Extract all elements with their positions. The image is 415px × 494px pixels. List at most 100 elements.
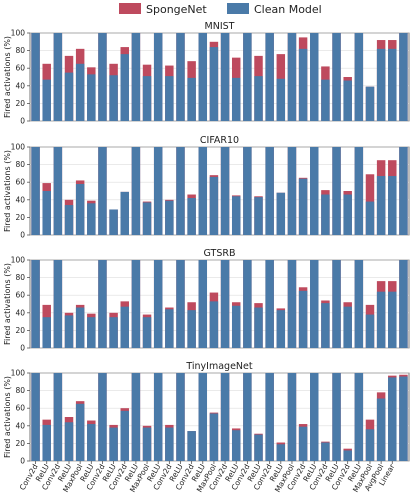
y-tick-label: 100 — [11, 29, 26, 38]
bar-clean-model — [321, 442, 330, 461]
legend-label-clean-model: Clean Model — [254, 3, 322, 16]
y-tick-label: 40 — [15, 421, 25, 430]
bar-clean-model — [265, 33, 274, 121]
bar-clean-model — [165, 200, 174, 235]
y-tick-label: 100 — [11, 143, 26, 152]
bar-clean-model — [31, 373, 40, 461]
y-tick-label: 20 — [15, 439, 25, 448]
bar-clean-model — [388, 377, 397, 461]
bar-clean-model — [87, 203, 96, 235]
bar-clean-model — [343, 450, 352, 461]
bar-clean-model — [187, 77, 196, 121]
bar-clean-model — [131, 147, 141, 235]
bar-clean-model — [198, 373, 208, 461]
bar-clean-model — [298, 426, 308, 461]
bar-clean-model — [31, 33, 40, 121]
plot-frame — [29, 259, 410, 349]
y-tick-label: 60 — [15, 404, 25, 413]
legend: SpongeNet Clean Model — [119, 3, 322, 16]
y-tick-label: 20 — [15, 326, 25, 335]
bar-clean-model — [332, 33, 341, 121]
bar-clean-model — [276, 444, 286, 461]
bar-clean-model — [343, 80, 352, 121]
y-tick-label: 40 — [15, 81, 25, 90]
bar-clean-model — [120, 410, 129, 461]
bar-clean-model — [53, 33, 63, 121]
y-tick-label: 60 — [15, 178, 25, 187]
bar-clean-model — [53, 260, 63, 348]
bar-clean-model — [64, 422, 74, 461]
y-tick-label: 0 — [20, 117, 25, 126]
bar-clean-model — [220, 373, 230, 461]
bar-clean-model — [187, 198, 196, 235]
bar-clean-model — [298, 290, 308, 348]
bar-clean-model — [109, 317, 118, 348]
bar-clean-model — [176, 33, 185, 121]
y-tick-label: 20 — [15, 99, 25, 108]
bar-clean-model — [176, 260, 185, 348]
bar-clean-model — [131, 373, 141, 461]
bar-clean-model — [276, 192, 286, 235]
chart-panel-cifar10: 0 20 40 60 80 100 CIFAR10 Fired activations (%) — [3, 135, 410, 240]
bar-clean-model — [165, 309, 174, 348]
y-tick-label: 60 — [15, 291, 25, 300]
bar-clean-model — [388, 291, 397, 348]
bar-clean-model — [243, 33, 252, 121]
panel-title: CIFAR10 — [200, 135, 239, 146]
bar-clean-model — [243, 260, 252, 348]
bar-clean-model — [354, 147, 364, 235]
bar-clean-model — [220, 260, 230, 348]
y-tick-label: 40 — [15, 195, 25, 204]
bar-clean-model — [120, 54, 129, 122]
bar-clean-model — [109, 209, 118, 235]
bar-clean-model — [231, 305, 241, 348]
bar-clean-model — [220, 147, 230, 235]
bar-clean-model — [131, 260, 141, 348]
bar-clean-model — [310, 260, 319, 348]
bar-clean-model — [198, 260, 208, 348]
panel-title: GTSRB — [204, 248, 236, 259]
bar-clean-model — [265, 373, 274, 461]
bar-clean-model — [276, 310, 286, 348]
bar-clean-model — [287, 33, 297, 121]
bar-clean-model — [254, 76, 263, 121]
y-tick-label: 80 — [15, 273, 25, 282]
bar-clean-model — [310, 147, 319, 235]
chart-panels: 0 20 40 60 80 100 MNIST Fired activations (%) 0 2… — [3, 21, 410, 494]
bar-clean-model — [98, 373, 107, 461]
bar-clean-model — [287, 147, 297, 235]
y-tick-label: 20 — [15, 213, 25, 222]
bar-clean-model — [198, 147, 208, 235]
bar-clean-model — [75, 183, 85, 235]
bar-clean-model — [165, 427, 174, 461]
bar-clean-model — [209, 176, 219, 235]
bar-clean-model — [388, 48, 397, 122]
y-tick-label: 0 — [20, 457, 25, 466]
bar-clean-model — [75, 403, 85, 461]
bar-clean-model — [376, 291, 386, 348]
chart-panel-mnist: 0 20 40 60 80 100 MNIST Fired activations (%) — [3, 21, 410, 126]
bar-clean-model — [265, 260, 274, 348]
bar-clean-model — [399, 376, 408, 461]
bar-clean-model — [42, 191, 51, 235]
bar-clean-model — [399, 260, 408, 348]
y-tick-label: 0 — [20, 344, 25, 353]
bar-clean-model — [153, 260, 163, 348]
bar-clean-model — [131, 33, 141, 121]
bar-clean-model — [321, 303, 330, 348]
y-tick-label: 80 — [15, 46, 25, 55]
bar-clean-model — [209, 47, 219, 121]
bar-clean-model — [42, 317, 51, 348]
bar-clean-model — [243, 147, 252, 235]
bar-clean-model — [187, 431, 196, 461]
bar-clean-model — [254, 197, 263, 235]
bar-clean-model — [31, 260, 40, 348]
bar-clean-model — [332, 147, 341, 235]
bar-clean-model — [31, 147, 40, 235]
bar-clean-model — [220, 33, 230, 121]
bar-clean-model — [153, 33, 163, 121]
plot-frame — [29, 146, 410, 236]
plot-frame — [29, 32, 410, 122]
y-tick-label: 40 — [15, 308, 25, 317]
bar-clean-model — [287, 373, 297, 461]
